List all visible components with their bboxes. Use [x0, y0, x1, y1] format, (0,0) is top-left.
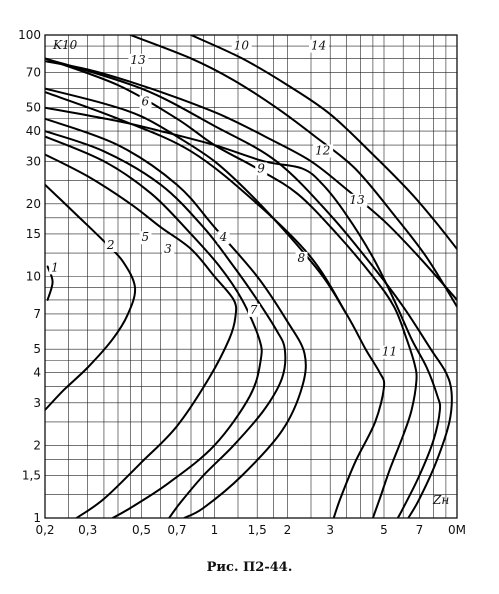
- x-tick-label-3: 0,7: [167, 523, 186, 537]
- y-tick-label-3: 3: [33, 396, 41, 410]
- curve-label-bg-8: [255, 162, 268, 176]
- curve-3: [45, 135, 263, 518]
- curve-label-bg-4: [139, 231, 152, 245]
- curve-label-bg-1: [104, 238, 117, 252]
- curve-label-2: 3: [164, 242, 172, 256]
- plot-border: [44, 34, 458, 519]
- y-tick-label-5: 5: [33, 342, 41, 356]
- y-tick-label-0: 1: [33, 511, 41, 525]
- grid-lines: [44, 34, 458, 519]
- curve-label-bg-7: [295, 251, 308, 265]
- x-tick-label-6: 2: [284, 523, 292, 537]
- curve-8: [45, 91, 386, 518]
- y-tick-label-2: 2: [33, 438, 41, 452]
- y-tick-label-8: 15: [26, 227, 41, 241]
- curve-label-bg-12: [128, 53, 149, 67]
- y-tick-label-13: 70: [26, 65, 41, 79]
- y-axis-label: K10: [52, 38, 78, 52]
- curve-5: [45, 130, 287, 518]
- x-tick-label-1: 0,3: [78, 523, 97, 537]
- x-tick-label-9: 7: [416, 523, 424, 537]
- y-tick-label-6: 7: [33, 307, 41, 321]
- y-tick-label-11: 40: [26, 124, 41, 138]
- curve-12: [45, 106, 442, 518]
- curve-13: [45, 60, 457, 301]
- x-tick-label-8: 5: [380, 523, 388, 537]
- curve-11: [45, 57, 453, 518]
- curve-label-13: 13: [349, 193, 365, 207]
- curve-7: [45, 153, 238, 518]
- curve-label-1: 2: [106, 238, 115, 252]
- y-tick-label-10: 30: [26, 154, 41, 168]
- curve-label-bg-9: [231, 39, 252, 53]
- y-tick-label-9: 20: [26, 197, 41, 211]
- curve-label-7: 8: [298, 251, 306, 265]
- y-tick-label-1: 1,5: [22, 468, 41, 482]
- curve-9: [45, 57, 418, 518]
- curve-label-bg-0: [49, 261, 62, 275]
- y-tick-label-14: 100: [18, 28, 41, 42]
- curve-label-10: 11: [382, 345, 397, 359]
- x-axis-label: Zн: [432, 493, 449, 507]
- curve-label-bg-5: [139, 95, 152, 109]
- curve-label-bg-6: [247, 303, 260, 317]
- curve-1: [46, 265, 54, 301]
- tick-labels: 0,2 0,3 0,5 0,7 1 1,5 2 3 5 7 0M11,523457101520304…: [18, 28, 466, 537]
- x-tick-label-0: 0,2: [35, 523, 54, 537]
- curve-2: [45, 183, 137, 411]
- curve-label-bg-2: [162, 243, 175, 257]
- curve-label-12: 13: [130, 53, 146, 67]
- curve-label-0: 1: [51, 260, 59, 274]
- curve-label-bg-3: [217, 231, 230, 245]
- y-tick-label-7: 10: [26, 270, 41, 284]
- plot-frame: [44, 34, 458, 519]
- x-tick-label-10: 0M: [448, 523, 466, 537]
- curve-label-8: 9: [257, 161, 265, 175]
- curve-label-9: 10: [234, 39, 250, 53]
- curves: [45, 35, 457, 518]
- curve-label-bg-14: [309, 39, 330, 53]
- curve-10: [129, 35, 457, 308]
- figure-caption: Рис. П2-44.: [206, 560, 293, 575]
- curve-label-bg-10: [379, 345, 400, 359]
- curve-4: [45, 117, 307, 518]
- curve-label-5: 6: [142, 95, 150, 109]
- curve-label-11: 12: [315, 144, 330, 158]
- y-tick-label-12: 50: [26, 101, 41, 115]
- x-tick-label-2: 0,5: [132, 523, 151, 537]
- curve-14: [190, 35, 457, 250]
- curve-label-14: 14: [311, 39, 326, 53]
- curve-label-4: 5: [142, 230, 150, 244]
- x-tick-label-4: 1: [211, 523, 219, 537]
- y-tick-label-4: 4: [33, 366, 41, 380]
- curve-label-3: 4: [219, 230, 228, 244]
- curve-label-bg-11: [313, 144, 334, 158]
- x-tick-label-7: 3: [326, 523, 334, 537]
- x-tick-label-5: 1,5: [248, 523, 267, 537]
- curve-label-6: 7: [250, 303, 258, 317]
- curve-label-bg-13: [347, 193, 368, 207]
- curve-6: [45, 87, 348, 315]
